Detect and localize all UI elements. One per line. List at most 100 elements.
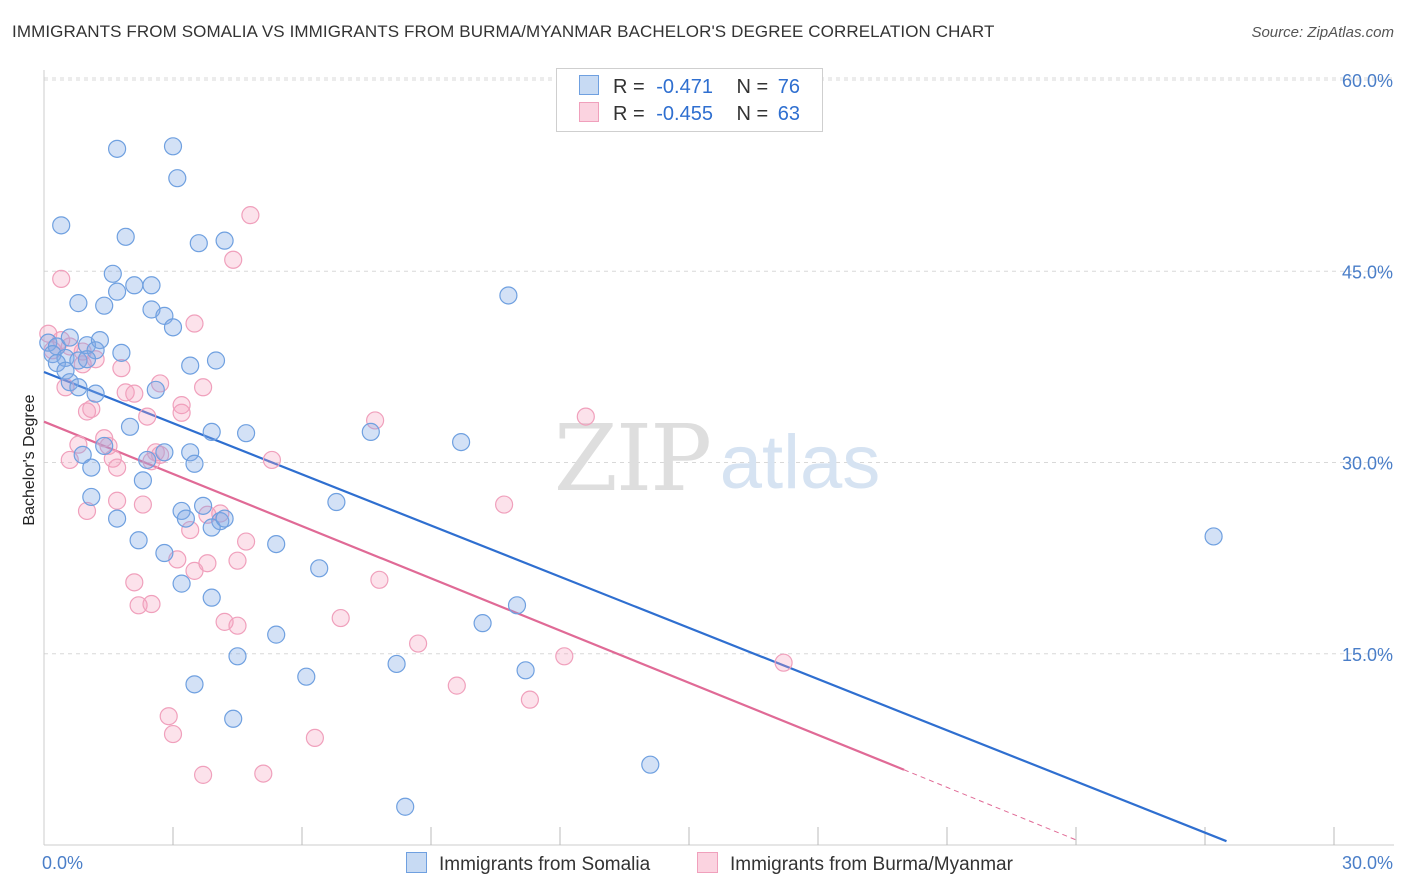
legend-n-value-somalia: 76 xyxy=(777,76,801,98)
point-somalia-56 xyxy=(155,543,174,563)
point-burma-44 xyxy=(142,594,161,614)
trend-lines xyxy=(43,370,1227,843)
legend-n-value-burma: 63 xyxy=(777,103,801,125)
data-points xyxy=(39,137,1223,816)
point-burma-21 xyxy=(172,403,191,422)
point-somalia-11 xyxy=(69,294,88,313)
watermark: ZIP atlas xyxy=(554,405,880,512)
point-somalia-34 xyxy=(146,380,165,399)
point-burma-33 xyxy=(107,491,127,510)
point-somalia-7 xyxy=(103,264,122,283)
point-burma-47 xyxy=(331,608,350,628)
point-burma-1 xyxy=(52,269,71,288)
point-somalia-12 xyxy=(95,296,114,315)
point-burma-36 xyxy=(181,520,200,540)
point-somalia-28 xyxy=(56,361,75,380)
point-burma-19 xyxy=(82,399,101,419)
point-burma-31 xyxy=(107,458,127,477)
point-burma-30 xyxy=(262,450,281,470)
y-axis-label: Bachelor's Degree xyxy=(21,394,38,525)
legend-r-value-somalia: -0.471 xyxy=(656,76,713,98)
point-burma-52 xyxy=(495,495,514,514)
source-label: Source: ZipAtlas.com xyxy=(1251,24,1394,41)
point-somalia-64 xyxy=(297,667,316,686)
point-somalia-38 xyxy=(138,450,157,470)
point-somalia-73 xyxy=(361,422,380,441)
point-somalia-74 xyxy=(641,755,660,774)
point-burma-51 xyxy=(447,676,466,695)
y-tick-label-2: 45.0% xyxy=(1342,262,1393,282)
point-somalia-52 xyxy=(215,509,234,528)
point-somalia-67 xyxy=(507,596,527,615)
point-somalia-45 xyxy=(133,471,152,490)
bottom-legend-swatch-somalia xyxy=(406,852,427,873)
point-burma-0 xyxy=(241,206,260,225)
point-somalia-60 xyxy=(228,647,247,666)
point-somalia-71 xyxy=(327,492,346,512)
point-burma-25 xyxy=(103,449,122,468)
point-somalia-46 xyxy=(82,487,101,507)
point-somalia-65 xyxy=(387,654,406,674)
point-burma-49 xyxy=(409,634,428,653)
point-somalia-40 xyxy=(181,443,200,462)
point-burma-46 xyxy=(228,616,247,635)
point-burma-60 xyxy=(254,764,273,783)
chart-title: IMMIGRANTS FROM SOMALIA VS IMMIGRANTS FR… xyxy=(12,22,995,41)
point-burma-20 xyxy=(138,407,157,426)
legend-r-value-burma: -0.455 xyxy=(656,103,713,125)
point-somalia-18 xyxy=(60,328,79,347)
point-somalia-44 xyxy=(95,436,114,456)
point-somalia-35 xyxy=(120,417,140,436)
legend-swatch-somalia xyxy=(579,75,599,95)
point-burma-59 xyxy=(194,765,213,784)
point-burma-55 xyxy=(774,653,793,672)
point-somalia-61 xyxy=(267,625,286,644)
point-somalia-72 xyxy=(452,433,471,452)
point-somalia-70 xyxy=(499,286,518,305)
trend-line-somalia xyxy=(43,370,1227,843)
point-burma-24 xyxy=(69,435,88,454)
point-somalia-43 xyxy=(82,458,101,477)
point-somalia-63 xyxy=(224,709,243,728)
bottom-legend-somalia: Immigrants from Somalia xyxy=(406,852,650,876)
point-somalia-30 xyxy=(206,351,226,370)
point-burma-58 xyxy=(163,724,183,744)
point-somalia-53 xyxy=(107,509,127,528)
point-somalia-48 xyxy=(194,496,213,515)
point-burma-34 xyxy=(133,495,152,514)
point-burma-57 xyxy=(159,707,178,726)
tick-labels: 15.0% 30.0% 45.0% 60.0% 0.0% 30.0% xyxy=(42,71,1393,873)
point-burma-43 xyxy=(129,596,148,615)
legend-n-label: N = xyxy=(736,103,769,125)
bottom-legend-label-somalia: Immigrants from Somalia xyxy=(439,854,651,875)
point-somalia-68 xyxy=(516,661,535,680)
point-somalia-5 xyxy=(189,234,208,253)
point-somalia-31 xyxy=(60,373,79,392)
trend-line-burma xyxy=(43,420,905,771)
point-burma-16 xyxy=(125,384,144,403)
point-burma-2 xyxy=(224,250,243,269)
point-burma-56 xyxy=(520,690,540,709)
legend-swatch-burma xyxy=(579,102,599,122)
point-somalia-15 xyxy=(163,318,183,337)
bottom-legend-swatch-burma xyxy=(697,852,718,873)
point-somalia-4 xyxy=(116,227,135,246)
point-somalia-51 xyxy=(202,518,221,537)
point-burma-11 xyxy=(112,359,131,378)
point-somalia-22 xyxy=(112,343,131,362)
point-burma-40 xyxy=(228,551,247,570)
point-somalia-20 xyxy=(90,331,110,350)
point-somalia-33 xyxy=(86,384,105,403)
point-burma-41 xyxy=(237,532,256,551)
point-burma-39 xyxy=(198,554,217,573)
watermark-zip: ZIP xyxy=(554,405,710,512)
trend-line-burma-extension xyxy=(903,769,1077,841)
bottom-legend-burma: Immigrants from Burma/Myanmar xyxy=(697,852,1013,876)
point-burma-61 xyxy=(305,728,324,748)
gridlines xyxy=(44,77,1394,655)
point-somalia-55 xyxy=(267,534,286,554)
point-somalia-10 xyxy=(142,276,161,295)
point-burma-3 xyxy=(185,314,204,333)
point-somalia-1 xyxy=(107,139,127,158)
point-burma-42 xyxy=(125,573,144,592)
